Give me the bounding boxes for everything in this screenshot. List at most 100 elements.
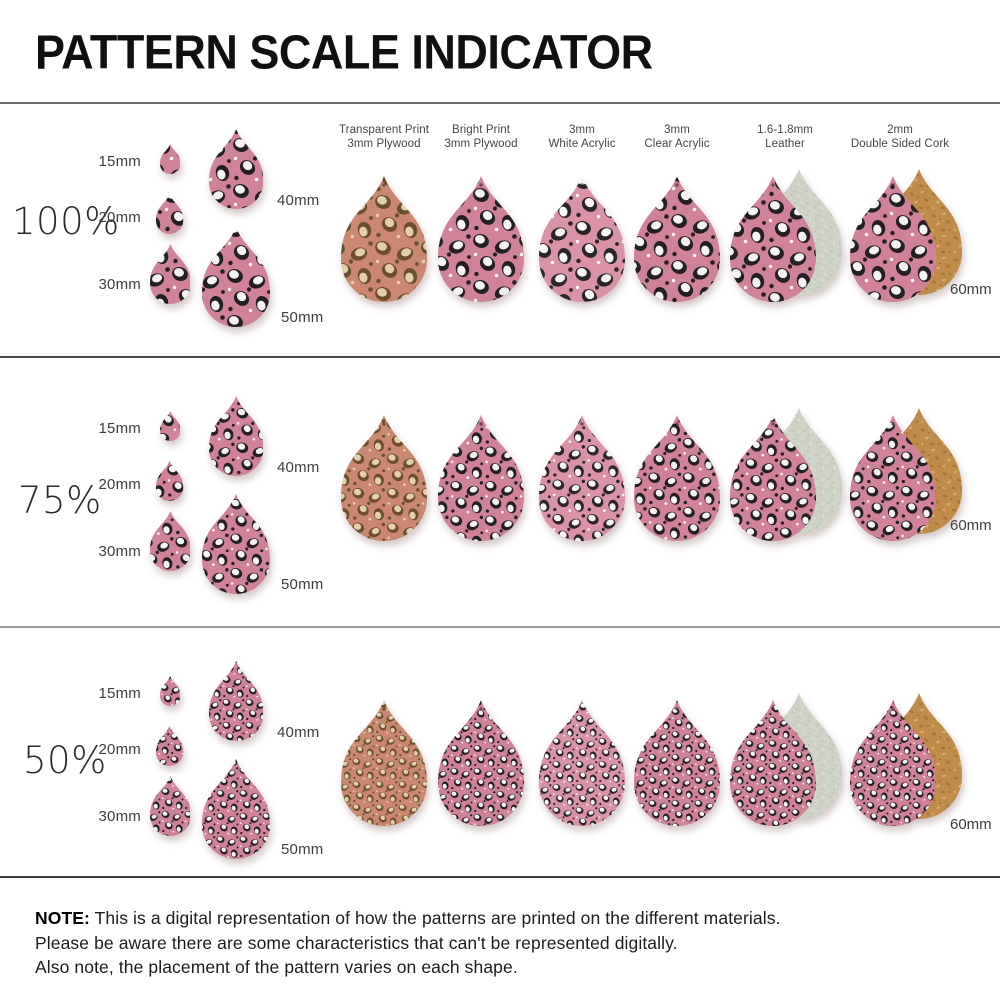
scale-percent-label: 50% (23, 739, 107, 782)
scale-percent-label: 100% (12, 200, 120, 243)
teardrop-sample-30mm (149, 244, 191, 304)
teardrop-shape (730, 176, 816, 302)
teardrop-shape (438, 176, 524, 302)
section-divider (0, 876, 1000, 878)
material-sample-3mm-clear-acrylic (634, 700, 720, 826)
hanging-hole (382, 422, 386, 426)
teardrop-shape (341, 415, 427, 541)
note-line: Also note, the placement of the pattern … (35, 957, 518, 977)
material-column-label: 2mm Double Sided Cork (850, 124, 950, 150)
teardrop-shape (634, 415, 720, 541)
teardrop-shape (850, 176, 936, 302)
size-label-50mm: 50mm (281, 841, 324, 858)
material-size-label: 60mm (950, 816, 992, 833)
size-label-30mm: 30mm (98, 543, 141, 560)
size-label-40mm: 40mm (277, 724, 320, 741)
teardrop-sample-50mm (202, 494, 270, 594)
material-sample-1-6-1-8mm-leather (730, 408, 842, 543)
hanging-hole (479, 183, 483, 187)
teardrop-sample-15mm (159, 676, 181, 706)
material-sample-3mm-white-acrylic (539, 415, 625, 541)
material-sample-1-6-1-8mm-leather (730, 169, 842, 304)
teardrop-shape (634, 700, 720, 826)
size-label-20mm: 20mm (98, 476, 141, 493)
hanging-hole (891, 707, 895, 711)
material-sample-2mm-double-sided-cork (850, 408, 962, 543)
teardrop-sample-40mm (209, 661, 264, 741)
material-sample-3mm-white-acrylic (539, 700, 625, 826)
teardrop-shape (202, 759, 270, 859)
teardrop-sample-50mm (202, 227, 270, 327)
teardrop-shape (209, 396, 264, 476)
material-sample-3mm-clear-acrylic (634, 415, 720, 541)
note-heading: NOTE: (35, 908, 90, 928)
teardrop-shape (149, 776, 191, 836)
teardrop-shape (156, 461, 184, 501)
teardrop-shape (341, 176, 427, 302)
teardrop-shape (730, 700, 816, 826)
teardrop-shape (438, 415, 524, 541)
size-label-50mm: 50mm (281, 309, 324, 326)
hanging-hole (891, 183, 895, 187)
teardrop-sample-30mm (149, 776, 191, 836)
material-column-label: 1.6-1.8mm Leather (757, 124, 813, 150)
note-line: NOTE: This is a digital representation o… (35, 908, 781, 928)
note-text: NOTE: This is a digital representation o… (35, 906, 781, 980)
size-label-40mm: 40mm (277, 459, 320, 476)
hanging-hole (675, 422, 679, 426)
teardrop-sample-20mm (156, 726, 184, 766)
teardrop-shape (438, 700, 524, 826)
material-sample-2mm-double-sided-cork (850, 169, 962, 304)
material-column-label: 3mm White Acrylic (548, 124, 616, 150)
teardrop-shape (202, 494, 270, 594)
hanging-hole (675, 183, 679, 187)
teardrop-shape (341, 700, 427, 826)
scale-percent-label: 75% (18, 479, 102, 522)
material-sample-1-6-1-8mm-leather (730, 693, 842, 828)
hanging-hole (580, 183, 584, 187)
hanging-hole (580, 422, 584, 426)
size-label-40mm: 40mm (277, 192, 320, 209)
material-size-label: 60mm (950, 517, 992, 534)
material-sample-transparent-print-3mm-plywood (341, 415, 427, 541)
section-divider (0, 356, 1000, 358)
hanging-hole (479, 422, 483, 426)
teardrop-sample-50mm (202, 759, 270, 859)
material-sample-transparent-print-3mm-plywood (341, 176, 427, 302)
hanging-hole (479, 707, 483, 711)
material-sample-bright-print-3mm-plywood (438, 176, 524, 302)
teardrop-shape (539, 176, 625, 302)
size-label-50mm: 50mm (281, 576, 324, 593)
teardrop-shape (634, 176, 720, 302)
teardrop-shape (539, 415, 625, 541)
size-label-15mm: 15mm (98, 685, 141, 702)
hanging-hole (382, 183, 386, 187)
teardrop-shape (159, 144, 181, 174)
teardrop-shape (159, 411, 181, 441)
size-label-30mm: 30mm (98, 808, 141, 825)
material-sample-bright-print-3mm-plywood (438, 415, 524, 541)
teardrop-shape (850, 415, 936, 541)
teardrop-shape (149, 511, 191, 571)
hanging-hole (675, 707, 679, 711)
hanging-hole (580, 707, 584, 711)
material-sample-3mm-clear-acrylic (634, 176, 720, 302)
teardrop-shape (730, 415, 816, 541)
note-line: Please be aware there are some character… (35, 932, 678, 953)
teardrop-shape (850, 700, 936, 826)
size-label-20mm: 20mm (98, 741, 141, 758)
teardrop-shape (209, 129, 264, 209)
section-divider (0, 102, 1000, 104)
material-sample-bright-print-3mm-plywood (438, 700, 524, 826)
teardrop-shape (149, 244, 191, 304)
teardrop-sample-15mm (159, 411, 181, 441)
teardrop-sample-30mm (149, 511, 191, 571)
page-title: PATTERN SCALE INDICATOR (35, 24, 653, 80)
teardrop-sample-15mm (159, 144, 181, 174)
teardrop-sample-20mm (156, 194, 184, 234)
teardrop-sample-20mm (156, 461, 184, 501)
material-sample-transparent-print-3mm-plywood (341, 700, 427, 826)
hanging-hole (771, 707, 775, 711)
hanging-hole (891, 422, 895, 426)
